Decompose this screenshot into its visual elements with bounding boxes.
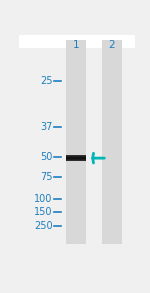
Text: 2: 2 <box>108 40 115 50</box>
Text: 150: 150 <box>34 207 52 217</box>
Bar <box>102 40 122 244</box>
Text: 100: 100 <box>34 194 52 204</box>
Text: 250: 250 <box>34 221 52 231</box>
Text: 50: 50 <box>40 152 52 162</box>
Bar <box>19 35 135 47</box>
Text: 37: 37 <box>40 122 52 132</box>
Text: 1: 1 <box>72 40 79 50</box>
Text: 75: 75 <box>40 172 52 182</box>
Text: 25: 25 <box>40 76 52 86</box>
Bar <box>66 40 86 244</box>
